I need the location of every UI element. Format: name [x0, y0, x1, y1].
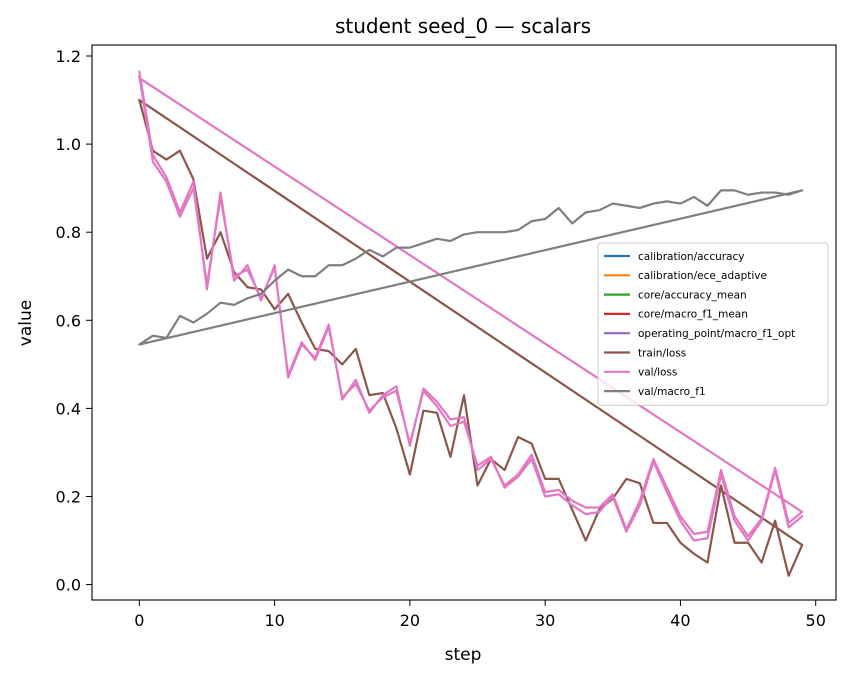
- plot-frame: [91, 44, 837, 601]
- legend-frame: [597, 242, 829, 406]
- x-tick-label: 50: [806, 611, 826, 630]
- x-axis-title: step: [445, 645, 482, 665]
- x-tick-label: 40: [670, 611, 690, 630]
- y-tick-label: 0.4: [56, 399, 81, 418]
- series-line-train-loss: [138, 98, 804, 577]
- series-line-val-macro-f1: [138, 189, 804, 346]
- legend-label: core/accuracy_mean: [638, 289, 747, 301]
- x-tick-label: 10: [264, 611, 284, 630]
- chart-title: student seed_0 — scalars: [335, 14, 591, 38]
- legend-label: val/loss: [638, 367, 677, 379]
- y-tick-label: 0.8: [56, 223, 81, 242]
- x-tick-label: 20: [400, 611, 420, 630]
- legend-label: train/loss: [638, 347, 686, 359]
- legend-label: val/macro_f1: [638, 386, 706, 398]
- series-line-val-loss: [138, 70, 804, 542]
- y-tick-label: 0.2: [56, 487, 81, 506]
- x-tick-label: 0: [134, 611, 144, 630]
- legend: calibration/accuracy calibration/ece_adap…: [597, 242, 829, 406]
- y-tick-label: 1.0: [56, 135, 81, 154]
- legend-label: operating_point/macro_f1_opt: [638, 328, 795, 340]
- x-tick-label: 30: [535, 611, 555, 630]
- y-tick-label: 0.0: [56, 576, 81, 595]
- y-axis-title: value: [16, 300, 36, 346]
- plot-area: [91, 44, 837, 601]
- legend-label: calibration/ece_adaptive: [638, 270, 767, 282]
- legend-label: core/macro_f1_mean: [638, 309, 748, 321]
- axes-layer: 0 10 20 30 40 50 0.0 0.2 0.4 0.6 0.8 1.0 1.2: [56, 47, 826, 630]
- series-layer: [138, 70, 804, 577]
- y-tick-label: 1.2: [56, 47, 81, 66]
- legend-label: calibration/accuracy: [638, 251, 744, 263]
- y-tick-label: 0.6: [56, 311, 81, 330]
